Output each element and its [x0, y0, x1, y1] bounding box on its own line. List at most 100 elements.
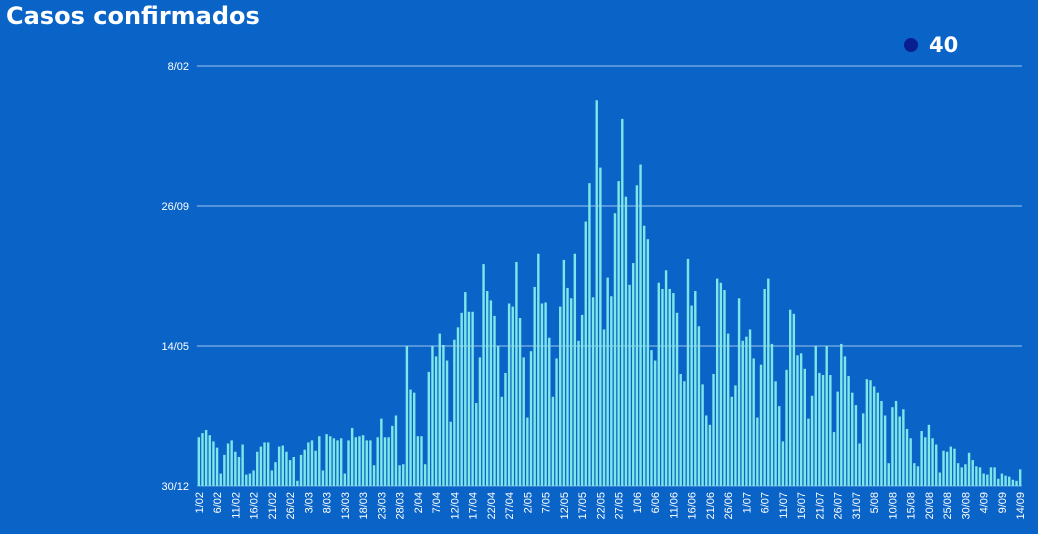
x-tick-label: 30/08 — [960, 492, 972, 520]
bar — [989, 467, 993, 486]
bar — [526, 417, 529, 486]
bar — [383, 437, 387, 486]
y-tick-label: 14/05 — [161, 341, 189, 353]
bar — [945, 451, 949, 486]
bar — [245, 474, 248, 486]
bar — [745, 336, 748, 486]
bar — [686, 258, 690, 486]
chart-title: Casos confirmados — [6, 2, 260, 30]
bar — [781, 441, 785, 486]
x-tick-label: 14/09 — [1015, 492, 1027, 520]
bar — [409, 389, 412, 486]
bar — [621, 118, 624, 486]
bar — [639, 164, 642, 486]
x-tick-label: 17/05 — [577, 492, 589, 520]
bar — [208, 435, 211, 486]
bar — [935, 444, 938, 486]
x-tick-label: 16/02 — [249, 492, 261, 520]
bar — [464, 292, 467, 486]
bar — [405, 346, 409, 486]
bar — [475, 403, 478, 486]
bar — [1018, 469, 1022, 486]
bar — [803, 368, 807, 486]
bar — [442, 344, 445, 486]
bar — [241, 444, 244, 486]
bar — [796, 355, 799, 486]
bar — [887, 463, 890, 486]
bar — [504, 372, 507, 486]
bar — [562, 259, 566, 486]
bar — [1000, 473, 1004, 486]
x-tick-label: 11/07 — [778, 492, 790, 519]
bar — [905, 428, 909, 486]
bar — [949, 446, 953, 486]
x-tick-label: 27/05 — [614, 492, 626, 520]
bar — [748, 329, 752, 486]
bar — [248, 473, 252, 486]
bar — [548, 337, 551, 486]
bar — [277, 446, 281, 486]
bar — [825, 346, 828, 486]
bar — [650, 350, 653, 486]
bar — [595, 100, 598, 486]
bar — [708, 424, 712, 486]
bar — [496, 346, 500, 486]
bar — [785, 369, 788, 486]
x-tick-label: 7/04 — [431, 492, 443, 513]
bar — [840, 343, 843, 486]
bar — [778, 406, 781, 486]
bar — [493, 315, 496, 486]
bar — [416, 436, 420, 486]
x-tick-label: 16/07 — [796, 492, 808, 520]
bar — [369, 440, 372, 486]
bar — [325, 434, 328, 486]
bar — [559, 306, 562, 486]
x-tick-label: 27/04 — [504, 492, 516, 520]
x-tick-label: 5/08 — [869, 492, 881, 513]
bar — [234, 451, 237, 486]
x-tick-label: 26/07 — [833, 492, 845, 520]
bar — [361, 435, 365, 486]
bar — [314, 450, 317, 486]
bar — [215, 447, 219, 486]
bar — [445, 360, 449, 486]
bar — [500, 396, 504, 486]
x-tick-label: 11/06 — [668, 492, 680, 519]
bar — [971, 460, 974, 486]
y-tick-label: 26/09 — [161, 201, 189, 213]
bar — [737, 298, 741, 486]
bar — [489, 300, 493, 486]
bar — [318, 436, 321, 486]
bar — [518, 318, 522, 486]
bar — [613, 213, 617, 486]
bar — [602, 329, 606, 486]
x-tick-label: 6/02 — [212, 492, 224, 513]
bar — [712, 374, 715, 486]
bar — [431, 346, 434, 486]
bar — [843, 356, 847, 486]
bar — [628, 284, 631, 486]
bar — [617, 181, 620, 486]
bar — [310, 440, 314, 486]
bar — [288, 460, 292, 486]
bar — [902, 409, 905, 486]
bar — [938, 472, 942, 486]
bar — [391, 425, 394, 486]
x-tick-label: 1/02 — [194, 492, 206, 513]
x-tick-label: 7/05 — [541, 492, 553, 513]
bar — [763, 288, 766, 486]
y-tick-label: 30/12 — [161, 481, 189, 493]
bar — [321, 470, 325, 486]
bar — [883, 415, 887, 486]
x-tick-label: 21/06 — [705, 492, 717, 520]
x-tick-label: 26/06 — [723, 492, 735, 520]
bar — [270, 470, 274, 486]
bar — [478, 357, 482, 486]
x-tick-label: 22/04 — [486, 492, 498, 520]
x-tick-label: 1/06 — [632, 492, 644, 513]
bar — [913, 463, 916, 486]
bar — [767, 278, 770, 486]
bar — [810, 395, 814, 486]
bar — [394, 415, 398, 486]
x-tick-label: 17/04 — [468, 492, 480, 520]
